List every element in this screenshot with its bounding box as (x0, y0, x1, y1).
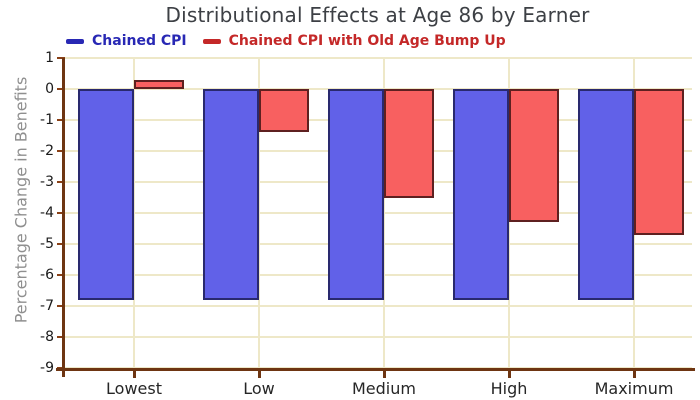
bar-chained-cpi-maximum (578, 89, 634, 300)
y-axis-tick (57, 212, 65, 214)
legend-marker-chained-cpi-icon (66, 38, 84, 44)
y-tick-label: -5 (40, 236, 54, 252)
legend-marker-bump-up-icon (202, 38, 221, 44)
v-gridline (383, 58, 385, 368)
h-gridline (65, 336, 692, 338)
bar-bump-up-high (509, 89, 559, 223)
y-tick-label: -2 (40, 143, 54, 159)
y-axis-tick (57, 119, 65, 121)
legend-item-bump-up: Chained CPI with Old Age Bump Up (202, 33, 506, 49)
legend-label-bump-up: Chained CPI with Old Age Bump Up (228, 33, 506, 49)
bar-chained-cpi-lowest (78, 89, 134, 300)
bar-bump-up-low (259, 89, 309, 133)
y-tick-label: -6 (40, 267, 54, 283)
bar-bump-up-maximum (634, 89, 684, 235)
x-tick-label: Medium (352, 379, 416, 398)
y-axis-tick (57, 88, 65, 90)
y-tick-label: 1 (45, 50, 54, 66)
y-axis-line (62, 58, 65, 377)
x-axis-tick (633, 371, 636, 378)
y-tick-label: -1 (40, 112, 54, 128)
y-axis-tick (57, 274, 65, 276)
y-axis-tick (57, 305, 65, 307)
y-axis-tick (57, 336, 65, 338)
x-tick-label: Low (243, 379, 275, 398)
y-tick-label: -9 (40, 360, 54, 376)
x-axis-tick (258, 371, 261, 378)
h-gridline (65, 57, 692, 59)
bar-bump-up-medium (384, 89, 434, 198)
y-tick-label: -3 (40, 174, 54, 190)
v-gridline (133, 58, 135, 368)
chart-title: Distributional Effects at Age 86 by Earn… (165, 3, 590, 27)
legend-label-chained-cpi: Chained CPI (92, 33, 187, 49)
bar-bump-up-lowest (134, 79, 184, 89)
v-gridline (258, 58, 260, 368)
legend: Chained CPI Chained CPI with Old Age Bum… (66, 33, 522, 49)
y-tick-label: -7 (40, 298, 54, 314)
x-tick-label: Lowest (106, 379, 162, 398)
y-axis-tick (57, 243, 65, 245)
y-tick-label: -4 (40, 205, 54, 221)
y-tick-label: 0 (45, 81, 54, 97)
y-axis-tick (57, 150, 65, 152)
y-axis-tick (57, 57, 65, 59)
x-axis-tick (133, 371, 136, 378)
bar-chained-cpi-high (453, 89, 509, 300)
x-axis-line (56, 368, 695, 371)
x-axis-tick (508, 371, 511, 378)
h-gridline (65, 305, 692, 307)
x-axis-tick (383, 371, 386, 378)
x-tick-label: High (490, 379, 528, 398)
bar-chained-cpi-medium (328, 89, 384, 300)
x-tick-label: Maximum (594, 379, 674, 398)
y-tick-label: -8 (40, 329, 54, 345)
bar-chained-cpi-low (203, 89, 259, 300)
legend-item-chained-cpi: Chained CPI (66, 33, 187, 49)
y-axis-tick (57, 181, 65, 183)
